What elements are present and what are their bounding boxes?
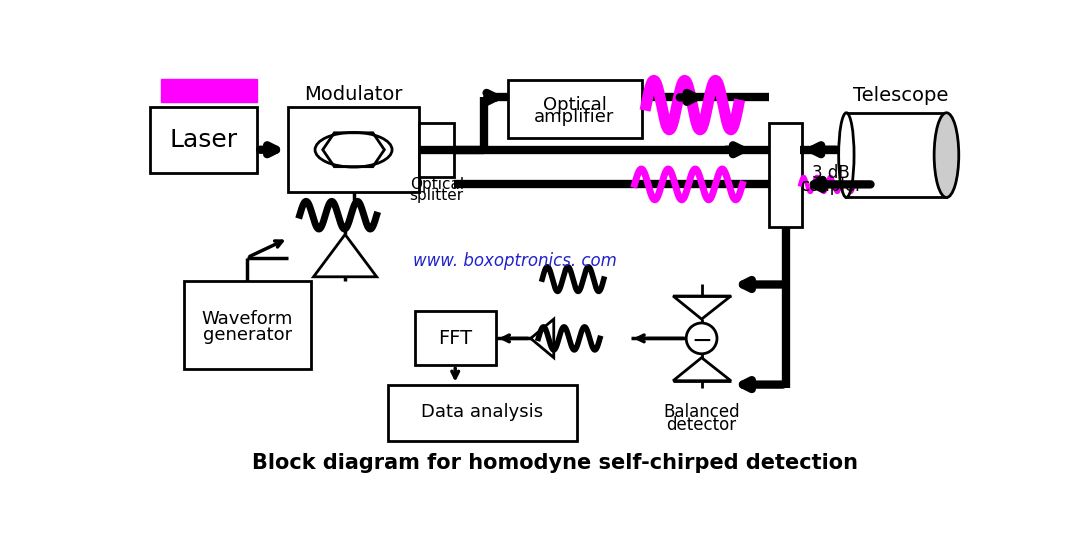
Text: Telescope: Telescope: [853, 86, 948, 105]
Bar: [846, 113, 947, 197]
Text: 3 dB: 3 dB: [813, 164, 849, 182]
Ellipse shape: [839, 113, 854, 197]
Text: FFT: FFT: [438, 329, 472, 348]
Bar: [507, 80, 643, 138]
Text: Optical: Optical: [542, 96, 607, 114]
Bar: [288, 107, 419, 192]
Text: amplifier: amplifier: [535, 108, 615, 126]
Bar: [419, 123, 453, 177]
Text: Block diagram for homodyne self-chirped detection: Block diagram for homodyne self-chirped …: [251, 453, 858, 473]
Text: Modulator: Modulator: [304, 85, 403, 104]
Text: splitter: splitter: [410, 189, 464, 203]
Text: generator: generator: [202, 326, 292, 344]
Ellipse shape: [934, 113, 959, 197]
Bar: [769, 123, 802, 227]
Text: −: −: [691, 328, 712, 353]
Text: detector: detector: [667, 416, 737, 434]
Text: www. boxoptronics. com: www. boxoptronics. com: [413, 253, 617, 270]
Bar: [149, 107, 258, 173]
Bar: [161, 79, 258, 102]
Text: Data analysis: Data analysis: [421, 403, 543, 421]
Text: Optical: Optical: [410, 177, 464, 192]
Text: Laser: Laser: [170, 128, 237, 152]
Bar: [388, 385, 577, 441]
Text: coupler: coupler: [800, 177, 862, 195]
Text: Balanced: Balanced: [663, 403, 740, 421]
Text: Waveform: Waveform: [201, 310, 293, 328]
Bar: [415, 312, 496, 365]
Bar: [184, 281, 312, 369]
